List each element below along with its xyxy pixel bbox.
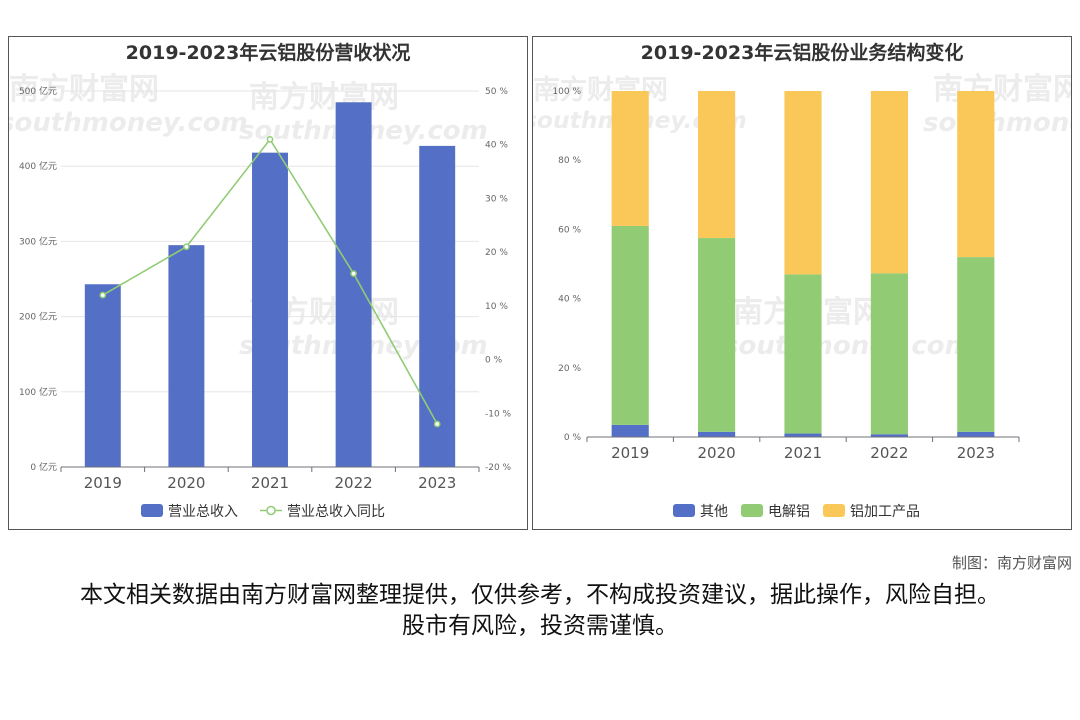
revenue-bar xyxy=(168,245,205,467)
revenue-bar xyxy=(84,284,121,467)
y-tick-label: 300 亿元 xyxy=(19,235,57,247)
watermark-layer: 南方财富网southmoney.com南方财富网southmoney.com南方… xyxy=(9,72,488,361)
y2-tick-label: 0 % xyxy=(485,356,503,366)
legend-swatch xyxy=(741,504,763,517)
stacked-bar-segment xyxy=(784,91,822,275)
revenue-bar xyxy=(252,152,288,467)
y2-tick-label: 30 % xyxy=(485,194,508,204)
growth-point xyxy=(433,420,441,428)
legend-swatch xyxy=(673,504,695,517)
x-tick-label: 2023 xyxy=(957,444,995,462)
legend-label-growth: 营业总收入同比 xyxy=(287,504,385,520)
x-tick-label: 2019 xyxy=(611,444,649,462)
x-tick-label: 2022 xyxy=(870,444,908,462)
stacked-bar-segment xyxy=(870,91,908,274)
y-tick-label: 100 % xyxy=(552,87,581,97)
growth-point xyxy=(266,135,274,143)
watermark-cn: 南方财富网 xyxy=(933,72,1071,107)
x-tick-label: 2020 xyxy=(167,474,205,492)
stacked-bar-segment xyxy=(784,433,822,437)
y2-tick-label: 20 % xyxy=(485,248,508,258)
revenue-bar xyxy=(335,102,372,467)
x-tick-label: 2023 xyxy=(418,474,456,492)
disclaimer-text: 本文相关数据由南方财富网整理提供，仅供参考，不构成投资建议，据此操作，风险自担。… xyxy=(80,582,1000,639)
legend-swatch-revenue xyxy=(141,504,163,517)
revenue-bar xyxy=(419,145,456,467)
stacked-bar-segment xyxy=(784,274,822,434)
y2-tick-label: 40 % xyxy=(485,141,508,151)
x-tick-label: 2021 xyxy=(784,444,822,462)
legend-label: 铝加工产品 xyxy=(850,504,920,520)
legend-label: 电解铝 xyxy=(768,504,810,520)
legend: 其他 电解铝 铝加工产品 xyxy=(673,504,920,520)
legend-swatch xyxy=(823,504,845,517)
stacked-bar-segment xyxy=(698,238,736,432)
y-tick-label: 200 亿元 xyxy=(19,311,57,323)
watermark-en: southmoney.com xyxy=(723,331,972,361)
y-tick-label: 40 % xyxy=(558,295,581,305)
y-tick-label: 60 % xyxy=(558,225,581,235)
stacked-bar-segment xyxy=(870,434,908,437)
growth-point xyxy=(183,243,190,251)
stacked-bar-segment xyxy=(957,431,995,437)
stacked-bar-segment xyxy=(698,431,736,437)
legend-label: 其他 xyxy=(700,504,728,520)
stacked-bar-segment xyxy=(957,91,995,258)
watermark-cn: 南方财富网 xyxy=(9,72,159,107)
x-tick-label: 2019 xyxy=(84,474,122,492)
business-structure-chart: 南方财富网southmoney.com南方财富网southmoney.com南方… xyxy=(533,41,1071,520)
watermark-cn: 南方财富网 xyxy=(249,80,399,115)
y-tick-label: 500 亿元 xyxy=(19,85,57,97)
stacked-bar-segment xyxy=(611,91,649,226)
revenue-chart: 南方财富网southmoney.com南方财富网southmoney.com南方… xyxy=(9,41,512,520)
y2-tick-label: -20 % xyxy=(485,463,512,473)
watermark-en: southmoney.com xyxy=(923,108,1071,138)
stacked-bar-segment xyxy=(698,91,736,239)
y2-tick-label: -10 % xyxy=(485,409,512,419)
x-tick-label: 2021 xyxy=(251,474,289,492)
y2-tick-label: 50 % xyxy=(485,87,508,97)
y-tick-label: 0 亿元 xyxy=(30,461,57,473)
chart-title: 2019-2023年云铝股份营收状况 xyxy=(126,41,411,64)
growth-point xyxy=(99,291,107,299)
legend-label-revenue: 营业总收入 xyxy=(168,504,238,520)
growth-point xyxy=(350,270,357,277)
chart-title: 2019-2023年云铝股份业务结构变化 xyxy=(641,41,964,64)
revenue-chart-panel: 南方财富网southmoney.com南方财富网southmoney.com南方… xyxy=(8,36,528,530)
watermark-en: southmoney.com xyxy=(9,108,248,138)
legend-swatch-growth-point xyxy=(266,505,276,516)
y-tick-label: 400 亿元 xyxy=(19,160,57,172)
x-tick-label: 2022 xyxy=(335,474,373,492)
y2-tick-label: 10 % xyxy=(485,302,508,312)
chart-credit: 制图：南方财富网 xyxy=(951,554,1072,572)
stacked-bar-segment xyxy=(957,257,995,432)
stacked-bar-segment xyxy=(611,225,649,425)
y-tick-label: 80 % xyxy=(558,156,581,166)
x-tick-label: 2020 xyxy=(698,444,736,462)
y-tick-label: 20 % xyxy=(558,364,581,374)
legend: 营业总收入 营业总收入同比 xyxy=(141,504,385,520)
stacked-bar-segment xyxy=(611,424,649,437)
y-tick-label: 0 % xyxy=(564,433,582,443)
stacked-bar-segment xyxy=(870,273,908,435)
business-structure-chart-panel: 南方财富网southmoney.com南方财富网southmoney.com南方… xyxy=(532,36,1072,530)
y-tick-label: 100 亿元 xyxy=(19,386,57,398)
